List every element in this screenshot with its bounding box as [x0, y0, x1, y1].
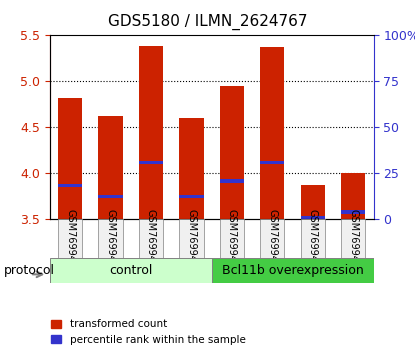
Bar: [260, 161, 285, 164]
Bar: [179, 195, 204, 198]
FancyBboxPatch shape: [260, 219, 285, 258]
FancyBboxPatch shape: [300, 219, 325, 258]
Text: GSM769946: GSM769946: [308, 210, 318, 268]
Bar: [98, 195, 123, 198]
Text: GSM769941: GSM769941: [105, 210, 115, 268]
Text: GSM769943: GSM769943: [186, 210, 196, 268]
Bar: [341, 173, 365, 219]
Text: GDS5180 / ILMN_2624767: GDS5180 / ILMN_2624767: [108, 14, 307, 30]
Bar: [179, 118, 204, 219]
FancyBboxPatch shape: [139, 219, 163, 258]
FancyBboxPatch shape: [220, 219, 244, 258]
Text: Bcl11b overexpression: Bcl11b overexpression: [222, 264, 364, 277]
Bar: [220, 179, 244, 183]
Bar: [98, 116, 123, 219]
Text: control: control: [109, 264, 152, 277]
Bar: [220, 86, 244, 219]
FancyBboxPatch shape: [58, 219, 82, 258]
Bar: [300, 184, 325, 219]
Bar: [139, 46, 163, 219]
Text: GSM769942: GSM769942: [146, 209, 156, 269]
Bar: [341, 210, 365, 214]
Legend: transformed count, percentile rank within the sample: transformed count, percentile rank withi…: [47, 315, 250, 349]
FancyBboxPatch shape: [98, 219, 122, 258]
Text: GSM769940: GSM769940: [65, 210, 75, 268]
FancyBboxPatch shape: [341, 219, 365, 258]
Text: protocol: protocol: [4, 264, 55, 277]
Text: GSM769945: GSM769945: [267, 209, 277, 269]
Text: GSM769947: GSM769947: [348, 209, 358, 269]
Bar: [58, 98, 82, 219]
Bar: [139, 161, 163, 164]
Bar: [300, 216, 325, 219]
FancyBboxPatch shape: [179, 219, 204, 258]
Bar: [260, 47, 285, 219]
FancyBboxPatch shape: [50, 258, 212, 283]
Bar: [58, 184, 82, 187]
Text: GSM769944: GSM769944: [227, 210, 237, 268]
FancyBboxPatch shape: [212, 258, 374, 283]
